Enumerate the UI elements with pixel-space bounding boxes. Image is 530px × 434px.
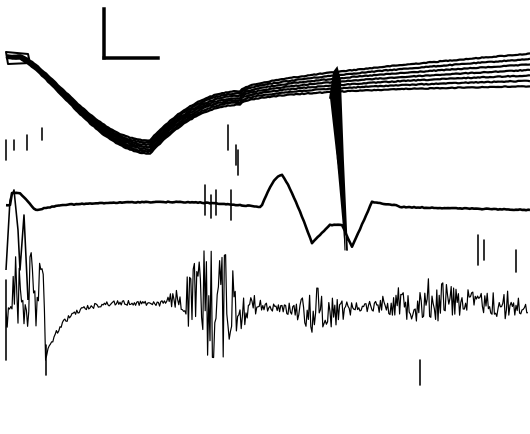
lower-burst-trace — [5, 250, 529, 361]
scale-bar — [102, 7, 160, 60]
lower-trace-line — [5, 250, 529, 361]
middle-trace-onset — [5, 189, 29, 301]
upper-trace-line — [5, 52, 530, 142]
upper-trace-line — [5, 57, 530, 155]
upper-trace-line — [5, 56, 530, 153]
upper-trace-line — [5, 56, 530, 151]
vertical-markers — [5, 65, 517, 386]
middle-trace — [5, 173, 530, 301]
upper-trace-line — [6, 55, 530, 147]
middle-trace-line — [5, 173, 530, 248]
upper-overlaid-traces — [5, 51, 530, 155]
upper-trace-start — [5, 51, 31, 65]
stimulus-marker-line — [331, 76, 346, 251]
